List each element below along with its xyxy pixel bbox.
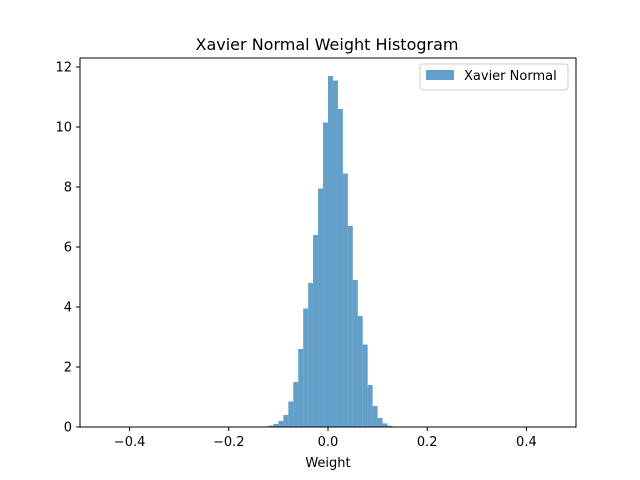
x-tick-label: 0.0 [318,435,339,450]
histogram-bar [387,425,393,427]
histogram-bar [382,423,388,427]
histogram-bar [347,226,353,427]
histogram-bar [273,424,279,427]
legend-swatch [426,70,454,80]
histogram-bar [293,382,299,427]
y-tick-label: 10 [55,121,72,136]
histogram-bar [283,415,289,427]
histogram-bar [268,425,274,427]
histogram-bar [367,385,373,427]
histogram-bars [263,76,393,427]
x-tick-label: 0.2 [417,435,438,450]
histogram-bar [328,76,333,427]
histogram-bar [303,308,309,427]
histogram-bar [308,283,314,427]
y-tick-label: 2 [64,361,72,376]
legend: Xavier Normal [419,63,569,91]
histogram-bar [362,344,368,427]
y-tick-label: 0 [64,421,72,436]
x-axis: −0.4 −0.2 0.0 0.2 0.4 [114,427,537,450]
y-tick-label: 12 [55,61,72,76]
histogram-bar [332,80,338,427]
histogram-bar [357,316,363,427]
histogram-bar [372,406,378,427]
x-tick-label: −0.4 [114,435,146,450]
x-tick-label: −0.2 [213,435,245,450]
histogram-bar [318,188,324,427]
histogram-bar [323,122,328,427]
histogram-bar [278,421,284,427]
histogram-bar [337,109,343,427]
y-axis: 0 2 4 6 8 10 12 [55,61,80,436]
histogram-bar [313,235,319,427]
histogram-bar [352,280,358,427]
histogram-bar [298,349,304,427]
y-tick-label: 8 [64,181,72,196]
y-tick-label: 4 [64,301,72,316]
x-axis-label: Weight [305,456,350,471]
y-tick-label: 6 [64,241,72,256]
histogram-bar [288,401,294,427]
histogram-bar [377,418,383,427]
histogram-bar [342,173,348,427]
legend-frame [419,63,569,91]
chart-title: Xavier Normal Weight Histogram [196,35,459,54]
legend-label: Xavier Normal [464,69,557,84]
x-tick-label: 0.4 [516,435,537,450]
